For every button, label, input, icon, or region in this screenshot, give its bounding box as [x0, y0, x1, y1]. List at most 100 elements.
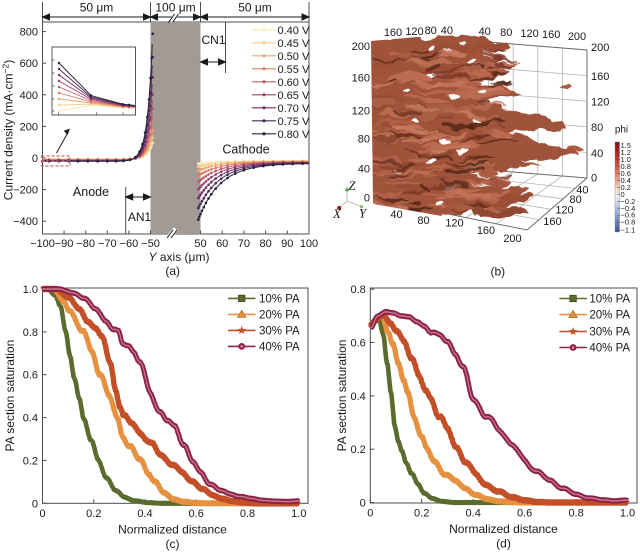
- svg-text:0: 0: [364, 193, 370, 205]
- svg-text:(a): (a): [165, 264, 180, 278]
- svg-text:20% PA: 20% PA: [259, 309, 300, 321]
- svg-text:0.4: 0.4: [351, 391, 366, 403]
- svg-text:60: 60: [216, 238, 228, 250]
- svg-text:200: 200: [352, 41, 370, 53]
- svg-text:Cathode: Cathode: [222, 143, 269, 157]
- svg-text:10% PA: 10% PA: [589, 294, 630, 306]
- svg-text:40: 40: [591, 148, 603, 160]
- svg-text:0.8: 0.8: [23, 327, 38, 339]
- svg-text:80: 80: [425, 25, 437, 37]
- svg-text:0.4: 0.4: [621, 176, 631, 185]
- svg-text:1.5: 1.5: [621, 141, 631, 150]
- svg-text:0.2: 0.2: [414, 508, 429, 520]
- svg-text:1.2: 1.2: [621, 148, 631, 157]
- svg-text:(c): (c): [166, 537, 180, 551]
- svg-text:−100: −100: [30, 238, 55, 250]
- svg-text:120: 120: [352, 106, 370, 118]
- svg-text:0.4: 0.4: [23, 413, 38, 425]
- svg-text:120: 120: [405, 26, 423, 38]
- svg-text:Normalized distance: Normalized distance: [118, 522, 227, 536]
- svg-text:Anode: Anode: [73, 185, 109, 199]
- svg-text:0.6: 0.6: [23, 370, 38, 382]
- svg-text:30% PA: 30% PA: [259, 325, 300, 337]
- svg-text:(d): (d): [496, 537, 511, 551]
- svg-text:0: 0: [367, 508, 373, 520]
- svg-text:−80: −80: [76, 238, 95, 250]
- svg-text:0.2: 0.2: [23, 455, 38, 467]
- svg-text:50: 50: [194, 238, 206, 250]
- svg-text:1.0: 1.0: [621, 155, 631, 164]
- svg-text:0.40 V: 0.40 V: [278, 25, 310, 37]
- svg-text:0.6: 0.6: [351, 338, 366, 350]
- svg-text:0: 0: [32, 498, 38, 510]
- svg-text:100: 100: [300, 238, 318, 250]
- svg-text:0.70 V: 0.70 V: [278, 103, 310, 115]
- svg-text:−400: −400: [13, 216, 38, 228]
- svg-text:120: 120: [555, 204, 573, 216]
- svg-text:Y: Y: [359, 206, 368, 221]
- svg-text:100 μm: 100 μm: [155, 1, 195, 15]
- svg-text:Z: Z: [348, 178, 356, 193]
- svg-text:1.0: 1.0: [23, 284, 38, 296]
- svg-text:0.50 V: 0.50 V: [278, 51, 310, 63]
- svg-text:160: 160: [477, 225, 495, 237]
- svg-text:0.2: 0.2: [621, 183, 631, 192]
- svg-text:0: 0: [39, 508, 45, 520]
- svg-text:0.65 V: 0.65 V: [278, 90, 310, 102]
- svg-text:0.8: 0.8: [240, 508, 255, 520]
- svg-text:200: 200: [503, 233, 521, 245]
- svg-text:120: 120: [520, 28, 538, 40]
- svg-text:80: 80: [358, 134, 370, 146]
- svg-text:0: 0: [360, 498, 366, 510]
- svg-text:70: 70: [238, 238, 250, 250]
- svg-text:160: 160: [542, 29, 560, 41]
- svg-text:AN1: AN1: [128, 210, 152, 224]
- svg-text:phi: phi: [615, 125, 628, 136]
- svg-text:80: 80: [259, 238, 271, 250]
- svg-text:0.6: 0.6: [517, 508, 532, 520]
- svg-text:0.55 V: 0.55 V: [278, 64, 310, 76]
- svg-text:40: 40: [441, 25, 453, 37]
- svg-text:160: 160: [543, 216, 561, 228]
- svg-text:40: 40: [479, 26, 491, 38]
- svg-text:0.4: 0.4: [466, 508, 481, 520]
- svg-text:1.0: 1.0: [291, 508, 306, 520]
- svg-text:Y axis (μm): Y axis (μm): [149, 250, 210, 264]
- svg-text:80: 80: [500, 27, 512, 39]
- svg-text:800: 800: [20, 27, 38, 39]
- svg-text:0.60 V: 0.60 V: [278, 77, 310, 89]
- svg-text:80: 80: [569, 194, 581, 206]
- svg-text:0.8: 0.8: [621, 162, 631, 171]
- svg-text:0: 0: [621, 190, 625, 199]
- svg-text:Current density (mA·cm−2): Current density (mA·cm−2): [1, 60, 16, 200]
- svg-text:0.8: 0.8: [568, 508, 583, 520]
- svg-text:0.2: 0.2: [86, 508, 101, 520]
- svg-text:0.6: 0.6: [621, 169, 631, 178]
- svg-text:90: 90: [281, 238, 293, 250]
- svg-text:50 μm: 50 μm: [80, 1, 114, 15]
- svg-text:200: 200: [568, 31, 586, 43]
- svg-text:80: 80: [591, 122, 603, 134]
- svg-text:0.75 V: 0.75 V: [278, 116, 310, 128]
- svg-text:160: 160: [384, 27, 402, 39]
- svg-text:40: 40: [390, 209, 402, 221]
- svg-text:120: 120: [445, 218, 463, 230]
- svg-text:PA section saturation: PA section saturation: [3, 340, 17, 452]
- svg-text:0.2: 0.2: [351, 444, 366, 456]
- svg-text:20% PA: 20% PA: [589, 310, 630, 322]
- svg-text:Normalized distance: Normalized distance: [449, 522, 558, 536]
- svg-text:0.80 V: 0.80 V: [278, 129, 310, 141]
- svg-text:CN1: CN1: [201, 33, 225, 47]
- svg-text:PA section saturation: PA section saturation: [335, 340, 349, 452]
- svg-text:(b): (b): [490, 265, 505, 279]
- svg-text:30% PA: 30% PA: [589, 327, 630, 339]
- svg-text:−60: −60: [120, 238, 139, 250]
- svg-text:40% PA: 40% PA: [589, 343, 630, 355]
- svg-text:−50: −50: [141, 238, 160, 250]
- svg-text:−0.6: −0.6: [621, 211, 636, 220]
- svg-text:0.6: 0.6: [189, 508, 204, 520]
- svg-text:0.8: 0.8: [351, 284, 366, 296]
- svg-text:160: 160: [591, 71, 609, 83]
- svg-text:0: 0: [32, 153, 38, 165]
- svg-text:160: 160: [352, 73, 370, 85]
